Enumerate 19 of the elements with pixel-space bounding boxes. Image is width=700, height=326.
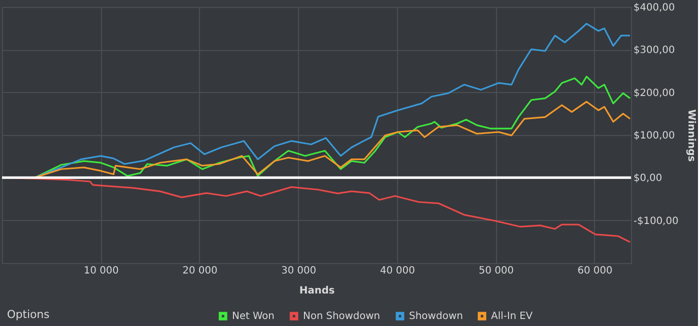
x-tick-label: 50 000 — [478, 266, 514, 276]
legend-label: Showdown — [409, 311, 463, 322]
y-tick-label: -$100,00 — [634, 216, 678, 227]
legend-label: Non Showdown — [303, 311, 380, 322]
x-tick-label: 60 000 — [577, 266, 612, 276]
y-axis-title: Winnings — [685, 109, 696, 162]
y-tick-label: $100,00 — [634, 130, 675, 142]
x-tick-label: 10 000 — [84, 266, 119, 276]
y-tick-label: $0,00 — [634, 173, 662, 184]
text: Options — [7, 308, 50, 321]
x-tick-label: 30 000 — [281, 266, 316, 276]
y-tick-label: $400,00 — [634, 2, 675, 14]
legend-label: Net Won — [232, 311, 274, 322]
x-axis-title: Hands — [299, 286, 335, 296]
x-tick-label: 40 000 — [380, 266, 415, 276]
y-tick-label: $300,00 — [634, 45, 675, 56]
x-tick-label: 20 000 — [182, 266, 218, 276]
legend-label: All-In EV — [491, 311, 533, 322]
y-tick-label: $200,00 — [634, 88, 675, 99]
